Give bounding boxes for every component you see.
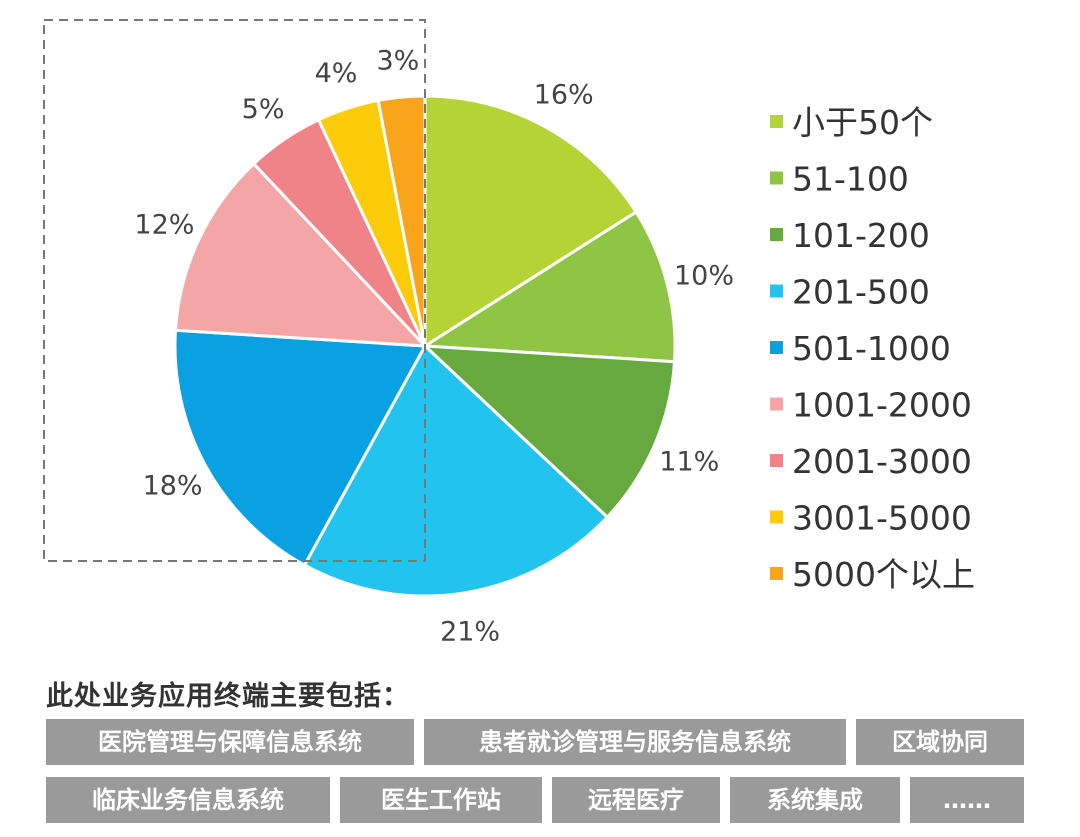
legend-label-5: 1001-2000 [792,386,972,425]
legend-label-2: 101-200 [792,216,930,255]
tag-clinical-business: 临床业务信息系统 [46,777,330,823]
legend-swatch-1 [770,171,783,185]
note-title: 此处业务应用终端主要包括： [46,681,410,712]
legend-label-1: 51-100 [792,160,909,199]
pie-slice-5 [173,162,427,348]
slice-percent-label-5: 12% [134,209,194,240]
pie-slice-4 [173,328,427,567]
tag-hospital-management: 医院管理与保障信息系统 [46,719,414,765]
legend-label-4: 501-1000 [792,329,951,368]
tag-patient-service: 患者就诊管理与服务信息系统 [424,719,846,765]
pie-slices [173,94,677,598]
legend-swatch-3 [770,284,783,298]
slice-percent-label-1: 10% [674,260,734,291]
legend-label-7: 3001-5000 [792,499,972,538]
pie-slice-1 [423,210,677,364]
legend-label-8: 5000个以上 [792,555,975,594]
pie-slice-3 [303,344,609,598]
legend-swatch-8 [770,567,783,580]
pie-chart: 16% 10% 11% 21% 18% 12% 5% 4% 3% 小于50个 51-100 101-… [43,19,975,648]
tag-doctor-workstation: 医生工作站 [340,777,542,823]
tag-system-integration: 系统集成 [730,777,900,823]
slice-percent-label-2: 11% [659,446,719,477]
highlight-dashed-box [43,19,426,562]
pie-slice-0 [423,94,638,348]
tag-ellipsis: …… [910,777,1024,823]
slice-percent-label-7: 4% [315,58,358,89]
pie-slice-2 [423,344,677,519]
legend: 小于50个 51-100 101-200 201-500 501-1000 1001-20… [770,103,975,594]
legend-label-3: 201-500 [792,273,930,312]
slice-percent-label-8: 3% [376,45,419,76]
legend-label-0: 小于50个 [792,103,933,142]
legend-swatch-7 [770,510,783,524]
slice-percent-label-6: 5% [242,94,285,125]
slice-percent-label-0: 16% [534,80,594,111]
legend-swatch-5 [770,397,783,411]
tag-regional-collaboration: 区域协同 [856,719,1024,765]
slice-percent-label-3: 21% [440,617,500,648]
legend-label-6: 2001-3000 [792,442,972,481]
percent-labels: 16% 10% 11% 21% 18% 12% 5% 4% 3% [134,45,734,647]
legend-swatch-2 [770,228,783,241]
legend-swatch-6 [770,454,783,467]
legend-swatch-4 [770,341,783,354]
slice-percent-label-4: 18% [143,471,203,502]
legend-swatch-0 [770,115,783,128]
tag-telemedicine: 远程医疗 [552,777,720,823]
